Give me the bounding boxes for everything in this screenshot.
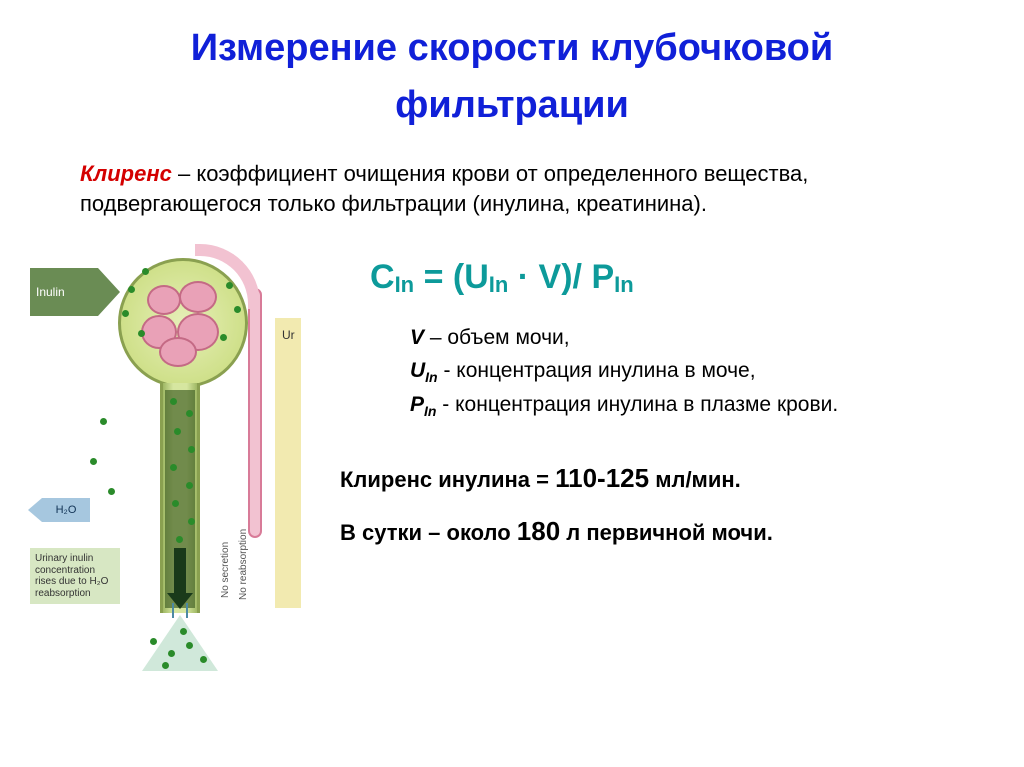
var-u-sub: In — [425, 369, 437, 385]
f-c: C — [370, 258, 395, 296]
daily-volume-line: В сутки – около 180 л первичной мочи. — [340, 494, 984, 547]
inulin-arrowhead — [98, 268, 120, 316]
daily-unit: л — [560, 520, 580, 545]
inulin-inflow-label: Inulin — [36, 285, 65, 299]
f-c-sub: In — [395, 272, 415, 297]
inulin-inflow-arrow: Inulin — [30, 268, 98, 316]
daily-value: 180 — [517, 516, 560, 546]
f-dot: · — [508, 258, 538, 296]
clearance-value-line: Клиренс инулина = 110-125 мл/мин. — [340, 463, 984, 494]
urinary-text-box: Urinary inulin concentration rises due t… — [30, 548, 120, 604]
distal-tubule — [248, 288, 262, 538]
inulin-dot — [100, 418, 107, 425]
right-band: Ur — [275, 318, 301, 608]
f-p: P — [591, 258, 614, 296]
nephron-diagram: Ur Inulin H₂O — [30, 238, 320, 678]
variable-definitions: V – объем мочи, UIn - концентрация инули… — [340, 322, 984, 422]
glom-blob — [147, 285, 181, 315]
formula-column: CIn = (UIn · V)/ PIn V – объем мочи, UIn… — [320, 238, 984, 678]
var-p-sym-t: P — [410, 393, 424, 416]
clearance-text: – коэффициент очищения крови от определе… — [80, 161, 808, 216]
no-secretion-label: No secretion — [220, 542, 231, 598]
var-p-sym: PIn — [410, 393, 436, 416]
inulin-dot — [108, 488, 115, 495]
urinary-text: Urinary inulin concentration rises due t… — [35, 553, 108, 599]
var-p-desc: - концентрация инулина в плазме крови. — [436, 393, 838, 416]
clearance-term: Клиренс — [80, 161, 172, 186]
nephron-svg: Ur Inulin H₂O — [30, 238, 320, 678]
cv-prefix: Клиренс инулина = — [340, 467, 555, 492]
flow-down-arrow — [174, 548, 186, 593]
clearance-formula: CIn = (UIn · V)/ PIn — [340, 238, 984, 322]
cv-unit: мл/мин. — [649, 467, 741, 492]
bowman-capsule — [118, 258, 248, 388]
ur-label: Ur — [282, 328, 295, 342]
inulin-dot — [90, 458, 97, 465]
title-line2: фильтрации — [395, 84, 629, 126]
f-p-sub: In — [614, 272, 634, 297]
var-u-sym-t: U — [410, 359, 425, 382]
h2o-label: H₂O — [56, 504, 77, 516]
slide-title: Измерение скорости клубочковой фильтраци… — [0, 0, 1024, 134]
glomerulus — [137, 277, 235, 375]
glom-blob — [179, 281, 217, 313]
var-p: PIn - концентрация инулина в плазме кров… — [410, 389, 984, 423]
var-p-sub: In — [424, 403, 436, 419]
var-u-sym: UIn — [410, 359, 438, 382]
f-u-sub: In — [489, 272, 509, 297]
title-line1: Измерение скорости клубочковой — [191, 27, 834, 69]
var-v-sym: V — [410, 326, 424, 349]
f-v: V — [539, 258, 562, 296]
var-u: UIn - концентрация инулина в моче, — [410, 355, 984, 389]
h2o-arrow: H₂O — [42, 498, 90, 522]
var-u-desc: - концентрация инулина в моче, — [438, 359, 756, 382]
f-close: )/ — [561, 258, 591, 296]
daily-suffix: первичной мочи. — [580, 520, 773, 545]
daily-prefix: В сутки – около — [340, 520, 517, 545]
cv-value: 110-125 — [555, 463, 649, 493]
glom-blob — [159, 337, 197, 367]
no-reabsorption-label: No reabsorption — [238, 529, 249, 600]
bottom-lines: Клиренс инулина = 110-125 мл/мин. В сутк… — [340, 423, 984, 547]
var-v: V – объем мочи, — [410, 322, 984, 355]
content-row: Ur Inulin H₂O — [0, 228, 1024, 678]
clearance-definition: Клиренс – коэффициент очищения крови от … — [0, 134, 1024, 228]
var-v-desc: – объем мочи, — [424, 326, 570, 349]
f-u: U — [464, 258, 489, 296]
f-eq: = ( — [414, 258, 464, 296]
